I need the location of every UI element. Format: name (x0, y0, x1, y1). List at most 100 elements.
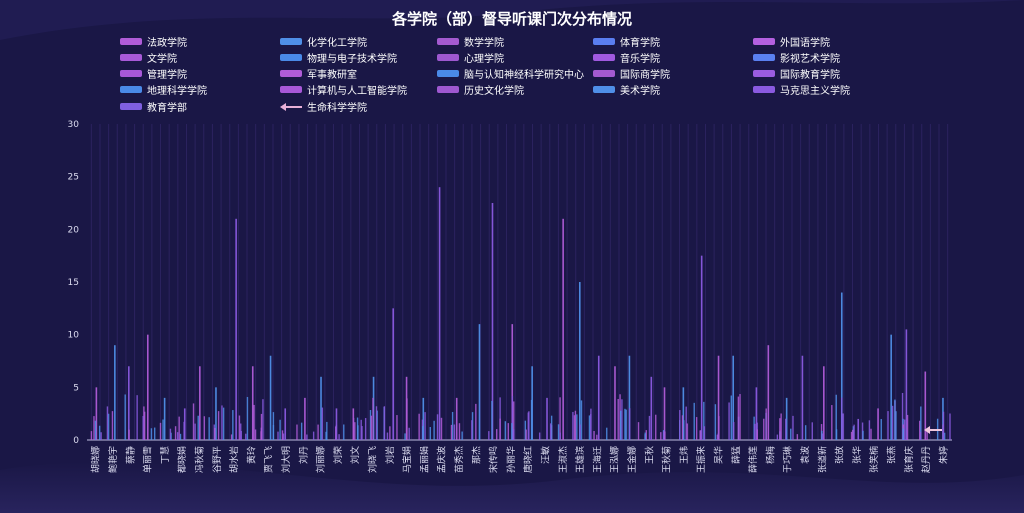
bar[interactable] (681, 415, 684, 440)
bar[interactable] (648, 415, 651, 440)
bar[interactable] (578, 282, 581, 440)
bar[interactable] (730, 395, 733, 440)
bar[interactable] (436, 414, 439, 440)
bar[interactable] (406, 398, 408, 440)
bar[interactable] (111, 411, 114, 440)
bar[interactable] (895, 411, 897, 440)
bar[interactable] (471, 412, 474, 440)
bar[interactable] (621, 399, 623, 440)
bar[interactable] (321, 407, 324, 440)
bar[interactable] (192, 403, 195, 440)
bar[interactable] (780, 413, 782, 440)
bar[interactable] (461, 431, 463, 440)
bar[interactable] (317, 424, 319, 440)
bar[interactable] (325, 431, 327, 440)
bar[interactable] (418, 413, 420, 440)
bar[interactable] (662, 431, 665, 440)
bar[interactable] (737, 396, 740, 440)
bar[interactable] (792, 415, 794, 440)
bar[interactable] (408, 427, 410, 440)
bar[interactable] (682, 387, 685, 440)
bar[interactable] (272, 412, 275, 440)
bar[interactable] (232, 410, 234, 440)
bar[interactable] (686, 423, 688, 440)
bar[interactable] (475, 403, 477, 440)
bar[interactable] (335, 408, 338, 440)
bar[interactable] (124, 394, 126, 440)
bar[interactable] (429, 427, 431, 440)
bar[interactable] (754, 423, 756, 440)
bar[interactable] (230, 434, 233, 440)
legend-item[interactable]: 教育学部 (120, 101, 187, 114)
legend-item[interactable]: 体育学院 (593, 36, 660, 49)
bar[interactable] (679, 410, 681, 440)
bar[interactable] (370, 415, 372, 440)
bar[interactable] (178, 416, 180, 440)
bar[interactable] (246, 396, 249, 440)
bar[interactable] (920, 406, 922, 440)
legend-item[interactable]: 地理科学学院 (120, 84, 207, 97)
bar[interactable] (870, 428, 872, 440)
bar[interactable] (360, 419, 362, 440)
bar[interactable] (458, 423, 461, 440)
bar[interactable] (312, 431, 315, 440)
bar[interactable] (645, 430, 647, 440)
bar[interactable] (835, 394, 837, 440)
bar[interactable] (150, 428, 153, 440)
series-arrow-marker[interactable] (924, 426, 942, 434)
bar[interactable] (159, 422, 162, 440)
legend-item[interactable]: 马克思主义学院 (753, 84, 850, 97)
bar[interactable] (588, 415, 591, 440)
bar[interactable] (842, 413, 844, 440)
legend-item[interactable]: 脑与认知神经科学研究中心 (437, 68, 584, 81)
bar[interactable] (136, 395, 138, 440)
bar[interactable] (891, 405, 894, 440)
bar[interactable] (728, 402, 730, 440)
bar[interactable] (919, 420, 921, 440)
bar[interactable] (617, 398, 619, 440)
bar[interactable] (733, 422, 735, 440)
legend-item[interactable]: 文学院 (120, 52, 177, 65)
bar[interactable] (756, 429, 758, 440)
bar[interactable] (422, 397, 425, 440)
bar[interactable] (732, 355, 735, 440)
bar[interactable] (194, 423, 196, 440)
bar[interactable] (107, 413, 110, 440)
bar[interactable] (143, 411, 146, 440)
bar[interactable] (823, 366, 825, 440)
bar[interactable] (831, 405, 833, 440)
bar[interactable] (169, 428, 172, 440)
legend-item[interactable]: 国际教育学院 (753, 68, 840, 81)
bar[interactable] (841, 397, 843, 440)
bar[interactable] (179, 433, 182, 440)
bar[interactable] (251, 366, 254, 440)
bar[interactable] (389, 426, 391, 440)
legend-item[interactable]: 音乐学院 (593, 52, 660, 65)
bar[interactable] (700, 255, 703, 440)
bar[interactable] (478, 324, 481, 440)
bar[interactable] (222, 407, 225, 440)
bar[interactable] (424, 412, 426, 440)
bar[interactable] (511, 423, 513, 440)
bar[interactable] (354, 422, 356, 440)
bar[interactable] (868, 420, 871, 440)
bar[interactable] (590, 408, 592, 440)
bar[interactable] (524, 420, 527, 440)
bar[interactable] (284, 408, 287, 440)
bar[interactable] (573, 415, 576, 440)
bar[interactable] (562, 218, 564, 440)
legend-item[interactable]: 管理学院 (120, 68, 187, 81)
bar[interactable] (375, 406, 378, 440)
bar[interactable] (254, 429, 257, 440)
bar[interactable] (606, 427, 608, 440)
bar[interactable] (901, 392, 904, 440)
bar[interactable] (624, 408, 626, 440)
bar[interactable] (894, 399, 896, 440)
bar[interactable] (683, 420, 685, 440)
bar[interactable] (320, 376, 322, 440)
bar[interactable] (491, 400, 493, 440)
bar[interactable] (90, 431, 93, 440)
bar[interactable] (559, 397, 561, 440)
bar[interactable] (628, 355, 631, 440)
legend-item[interactable]: 军事教研室 (280, 68, 357, 81)
